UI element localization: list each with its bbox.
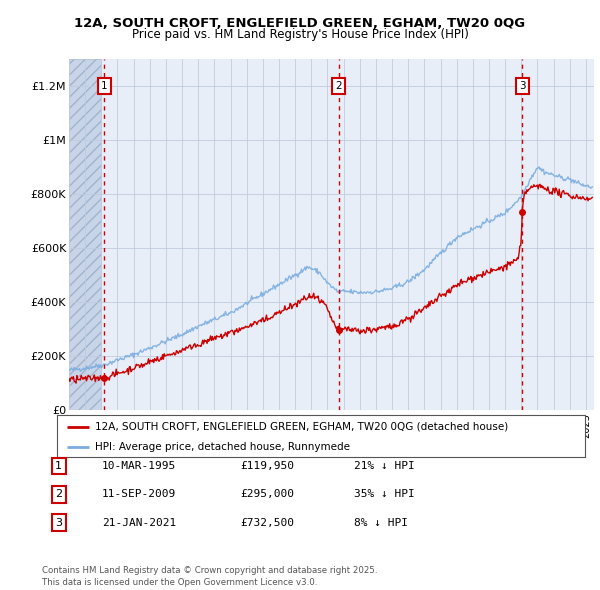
Text: 35% ↓ HPI: 35% ↓ HPI bbox=[354, 490, 415, 499]
Text: 12A, SOUTH CROFT, ENGLEFIELD GREEN, EGHAM, TW20 0QG (detached house): 12A, SOUTH CROFT, ENGLEFIELD GREEN, EGHA… bbox=[95, 422, 508, 432]
Text: 3: 3 bbox=[519, 81, 526, 91]
Text: £119,950: £119,950 bbox=[240, 461, 294, 471]
Text: 10-MAR-1995: 10-MAR-1995 bbox=[102, 461, 176, 471]
Text: 2: 2 bbox=[55, 490, 62, 499]
Text: HPI: Average price, detached house, Runnymede: HPI: Average price, detached house, Runn… bbox=[95, 442, 350, 452]
Bar bbox=[69, 59, 101, 410]
Text: 11-SEP-2009: 11-SEP-2009 bbox=[102, 490, 176, 499]
Text: 21% ↓ HPI: 21% ↓ HPI bbox=[354, 461, 415, 471]
Text: 2: 2 bbox=[335, 81, 342, 91]
Text: 21-JAN-2021: 21-JAN-2021 bbox=[102, 518, 176, 527]
Text: £295,000: £295,000 bbox=[240, 490, 294, 499]
Text: 8% ↓ HPI: 8% ↓ HPI bbox=[354, 518, 408, 527]
Text: 12A, SOUTH CROFT, ENGLEFIELD GREEN, EGHAM, TW20 0QG: 12A, SOUTH CROFT, ENGLEFIELD GREEN, EGHA… bbox=[74, 17, 526, 30]
Text: Contains HM Land Registry data © Crown copyright and database right 2025.
This d: Contains HM Land Registry data © Crown c… bbox=[42, 566, 377, 587]
Text: Price paid vs. HM Land Registry's House Price Index (HPI): Price paid vs. HM Land Registry's House … bbox=[131, 28, 469, 41]
Text: 1: 1 bbox=[55, 461, 62, 471]
Text: 1: 1 bbox=[101, 81, 107, 91]
Text: £732,500: £732,500 bbox=[240, 518, 294, 527]
Text: 3: 3 bbox=[55, 518, 62, 527]
